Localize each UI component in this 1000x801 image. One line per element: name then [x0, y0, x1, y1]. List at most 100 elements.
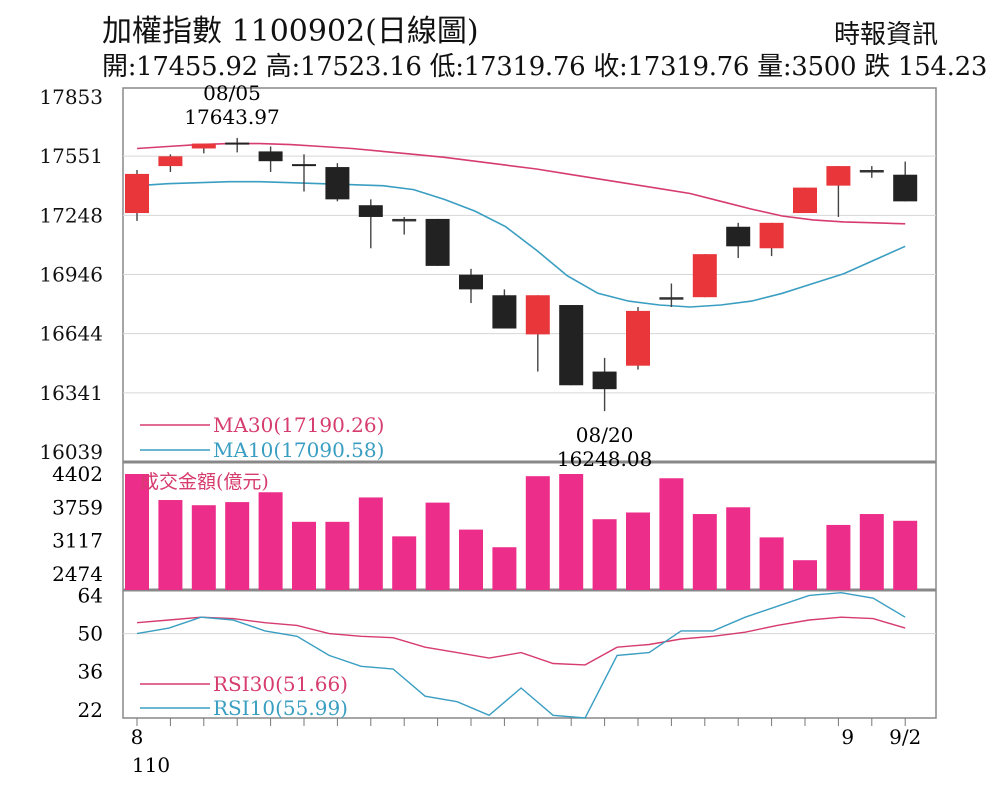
candlestick [191, 143, 216, 154]
price-tick-label: 16039 [39, 440, 103, 464]
rsi-legend: RSI30(51.66)RSI10(55.99) [140, 672, 348, 720]
rsi-tick-label: 50 [78, 622, 103, 646]
candle-body [659, 297, 684, 300]
candlestick [425, 218, 450, 266]
rsi-legend-label: RSI10(55.99) [213, 696, 348, 720]
candlestick [258, 146, 283, 172]
candlestick [392, 216, 417, 235]
volume-tick-label: 4402 [52, 462, 103, 486]
price-tick-label: 16341 [39, 381, 103, 405]
x-tick-label: 9 [841, 725, 854, 749]
candlestick [626, 306, 650, 370]
candlestick [225, 137, 250, 153]
low-value-label: 16248.08 [557, 447, 652, 471]
volume-bar [425, 502, 450, 590]
candle-body [559, 305, 584, 386]
candle-body [292, 164, 316, 167]
candlestick [893, 161, 918, 202]
rsi30-line [136, 616, 906, 666]
volume-tick-label: 3759 [52, 495, 103, 519]
volume-bar [525, 476, 550, 590]
candlestick [793, 187, 817, 214]
candlestick [592, 357, 617, 412]
volume-y-axis: 4402 3759 3117 2474 [52, 462, 103, 586]
high-date-label: 08/05 [203, 81, 261, 105]
volume-bar [325, 521, 350, 590]
x-tick-label: 8 [131, 725, 144, 749]
ma-legend: MA30(17190.26)MA10(17090.58) [140, 413, 384, 462]
candle-body [726, 226, 751, 247]
price-tick-label: 16946 [39, 263, 103, 287]
candle-body [325, 167, 350, 200]
candlestick [325, 163, 350, 202]
candle-body [592, 371, 617, 390]
source-label: 時報資訊 [833, 20, 938, 50]
rsi-tick-label: 22 [78, 698, 103, 722]
candle-body [525, 295, 550, 335]
candlestick [692, 254, 717, 298]
volume-bar [125, 474, 149, 590]
rsi-tick-label: 36 [78, 660, 103, 684]
candlestick [659, 283, 684, 307]
candle-body [125, 173, 149, 214]
rsi-legend-label: RSI30(51.66) [213, 672, 348, 696]
candlestick [525, 295, 550, 372]
x-tick-label: 9/2 [889, 725, 921, 749]
candle-body [626, 310, 650, 366]
volume-tick-label: 2474 [52, 562, 103, 586]
volume-bars [125, 474, 918, 590]
candle-body [258, 151, 283, 162]
volume-bar [759, 537, 784, 590]
low-date-label: 08/20 [576, 423, 634, 447]
candlestick [459, 268, 483, 304]
candle-body [759, 222, 784, 249]
ma30-line [136, 142, 906, 225]
candle-body [826, 166, 851, 186]
candle-body [425, 218, 450, 266]
volume-bar [659, 478, 684, 590]
candle-body [191, 143, 216, 149]
candlestick [826, 166, 851, 217]
candle-body [893, 174, 918, 202]
candlestick [358, 199, 383, 249]
volume-title: 成交金額(億元) [140, 471, 269, 493]
candlestick [292, 154, 316, 192]
candle-body [692, 254, 717, 298]
candlestick [125, 169, 149, 221]
candlestick [492, 289, 517, 329]
volume-bar [592, 519, 617, 590]
volume-bar [258, 492, 283, 590]
candle-body [492, 295, 517, 329]
x-axis-labels: 8 110 9 9/2 [131, 725, 922, 777]
price-tick-label: 17551 [39, 144, 103, 168]
volume-bar [191, 505, 216, 590]
moving-average-lines [136, 142, 906, 308]
candle-body [793, 187, 817, 214]
high-value-label: 17643.97 [184, 105, 279, 129]
ma10-line [136, 180, 906, 308]
rsi-tick-label: 64 [78, 583, 103, 607]
price-y-axis: 17853 17551 17248 16946 16644 16341 16039 [39, 85, 103, 464]
candlestick [726, 222, 751, 259]
chart-title: 加權指數 1100902(日線圖) [102, 14, 479, 49]
volume-bar [692, 514, 717, 590]
ma-legend-label: MA30(17190.26) [213, 413, 384, 437]
chart-outer-border [122, 87, 937, 719]
candle-body [225, 142, 250, 145]
rsi-y-axis: 64 50 36 22 [78, 583, 103, 721]
price-tick-label: 17248 [39, 203, 103, 227]
x-year-label: 110 [132, 753, 170, 777]
candle-body [392, 218, 417, 222]
volume-bar [225, 502, 250, 590]
volume-bar [626, 512, 650, 590]
candle-body [158, 156, 183, 167]
volume-bar [358, 497, 383, 590]
volume-bar [459, 529, 483, 590]
volume-bar [793, 560, 817, 590]
price-tick-label: 17853 [39, 85, 103, 109]
volume-bar [893, 520, 918, 590]
candlestick [158, 154, 183, 172]
volume-bar [859, 514, 884, 590]
